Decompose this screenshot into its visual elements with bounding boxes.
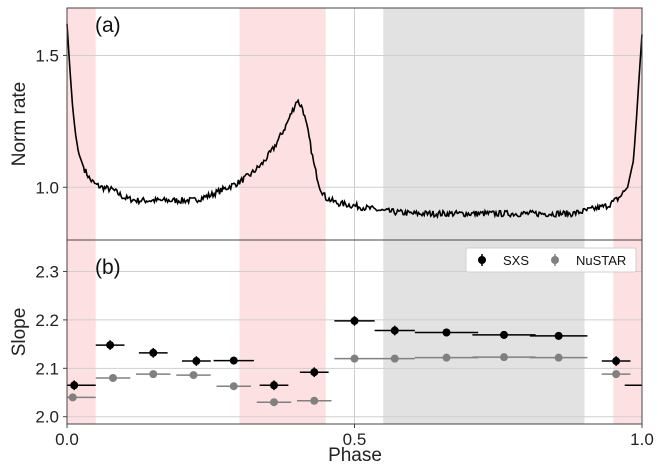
sxs-marker-0	[70, 381, 79, 390]
legend-sxs-marker	[478, 256, 486, 264]
x-tick-label-1: 0.5	[343, 430, 367, 449]
sxs-marker-1	[106, 341, 115, 350]
nustar-point-8	[374, 354, 415, 363]
panel-b-data-points	[67, 316, 642, 407]
nustar-point-0	[67, 393, 96, 402]
sxs-point-6	[299, 367, 329, 378]
panel-b-y-ticks: 2.0 2.1 2.2 2.3	[35, 262, 67, 427]
panel-b-label: (b)	[95, 256, 121, 279]
sxs-point-0	[67, 380, 96, 391]
nustar-marker-12	[612, 370, 621, 379]
nustar-marker-1	[109, 374, 117, 382]
sxs-point-1	[95, 340, 125, 350]
sxs-marker-8	[390, 326, 399, 335]
sxs-point-10	[472, 330, 536, 339]
legend-item-sxs: SXS	[478, 253, 529, 268]
panel-b: 2.0 2.1 2.2 2.3 0.0 0.5 1.0 (b) Slope Phase S…	[9, 239, 654, 466]
nustar-point-7	[334, 354, 375, 363]
sxs-marker-4	[229, 356, 238, 365]
panel-a-shaded-regions	[67, 8, 642, 240]
sxs-point-7	[334, 316, 375, 326]
b-shades-0	[67, 240, 96, 424]
nustar-marker-6	[310, 396, 319, 405]
legend-item-nustar: NuSTAR	[551, 253, 626, 268]
panel-a-y-ticks: 1.0 1.5	[35, 46, 67, 197]
b-yticks-label-0: 2.0	[35, 408, 59, 427]
panel-a: 1.0 1.5 (a) Norm rate	[9, 7, 643, 241]
sxs-point-3	[182, 356, 211, 366]
norm-rate-curve	[66, 23, 643, 220]
nustar-marker-2	[149, 370, 158, 379]
nustar-point-1	[95, 374, 131, 382]
sxs-marker-5	[270, 381, 278, 390]
nustar-marker-9	[442, 353, 451, 362]
nustar-marker-7	[350, 354, 359, 363]
x-axis-title: Phase	[328, 445, 382, 466]
a-shades-3	[613, 8, 642, 240]
panel-a-y-axis-title: Norm rate	[9, 82, 30, 166]
sxs-marker-10	[500, 330, 508, 339]
nustar-point-12	[601, 370, 631, 379]
sxs-point-9	[414, 328, 479, 337]
nustar-marker-0	[68, 393, 77, 402]
legend-nustar-label: NuSTAR	[576, 253, 626, 268]
sxs-marker-11	[554, 331, 563, 340]
sxs-marker-9	[442, 328, 451, 337]
nustar-marker-8	[390, 354, 399, 363]
a-shades-1	[239, 8, 326, 240]
nustar-point-2	[136, 370, 171, 379]
nustar-marker-5	[270, 398, 278, 407]
b-yticks-label-2: 2.2	[35, 311, 59, 330]
b-yticks-label-3: 2.3	[35, 262, 59, 281]
nustar-point-5	[256, 398, 292, 407]
sxs-point-8	[374, 325, 415, 336]
legend-sxs-label: SXS	[503, 253, 529, 268]
x-tick-label-2: 1.0	[630, 430, 654, 449]
nustar-marker-10	[500, 353, 508, 362]
a-shades-0	[67, 8, 96, 240]
sxs-marker-2	[149, 348, 158, 357]
nustar-point-4	[216, 382, 251, 391]
sxs-marker-7	[350, 316, 359, 325]
a-yticks-label-0: 1.0	[35, 178, 59, 197]
nustar-point-3	[176, 371, 211, 380]
sxs-point-4	[213, 356, 254, 365]
nustar-point-11	[529, 353, 588, 362]
nustar-marker-4	[229, 382, 238, 391]
b-yticks-label-1: 2.1	[35, 359, 59, 378]
panel-a-label: (a)	[95, 14, 121, 37]
sxs-point-12	[601, 356, 631, 366]
sxs-point-5	[259, 380, 289, 391]
sxs-point-11	[529, 331, 588, 340]
nustar-marker-3	[189, 371, 198, 380]
sxs-marker-3	[192, 357, 201, 366]
nustar-point-10	[472, 353, 536, 362]
legend: SXS NuSTAR	[465, 247, 637, 273]
a-shades-2	[383, 8, 585, 240]
sxs-marker-6	[310, 368, 319, 377]
sxs-marker-12	[612, 357, 621, 366]
legend-nustar-marker	[551, 256, 559, 264]
nustar-point-6	[297, 396, 332, 405]
x-tick-label-0: 0.0	[55, 430, 79, 449]
nustar-marker-11	[554, 353, 563, 362]
panel-b-y-axis-title: Slope	[9, 308, 30, 357]
nustar-point-9	[414, 353, 479, 362]
sxs-point-2	[138, 347, 168, 358]
panel-b-x-ticks: 0.0 0.5 1.0	[55, 424, 654, 449]
b-shades-1	[239, 240, 326, 424]
a-yticks-label-1: 1.5	[35, 46, 59, 65]
